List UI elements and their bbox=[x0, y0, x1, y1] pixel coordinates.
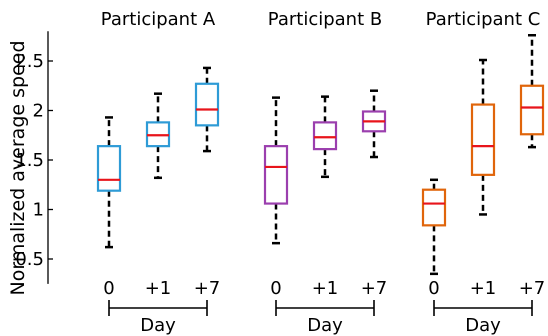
y-tick-label: 2.5 bbox=[15, 51, 44, 72]
x-tick-label: +7 bbox=[361, 278, 388, 299]
y-tick-label: 1 bbox=[33, 200, 44, 221]
panel-title: Participant A bbox=[101, 9, 216, 30]
x-axis-label: Day bbox=[140, 315, 176, 336]
panel: Participant B 0 +1 +7 Day bbox=[263, 9, 388, 336]
box bbox=[194, 82, 220, 127]
x-tick-label: +1 bbox=[145, 278, 172, 299]
panel-title: Participant B bbox=[268, 9, 382, 30]
x-tick-label: +1 bbox=[470, 278, 497, 299]
box-group bbox=[96, 116, 122, 249]
box-group bbox=[470, 58, 496, 216]
box bbox=[421, 188, 447, 227]
box bbox=[312, 121, 338, 151]
panel-title: Participant C bbox=[426, 9, 541, 30]
box-group bbox=[312, 95, 338, 179]
x-axis-label: Day bbox=[465, 315, 501, 336]
x-tick-label: 0 bbox=[270, 278, 281, 299]
x-tick-label: 0 bbox=[103, 278, 114, 299]
box-group bbox=[361, 89, 387, 159]
box-group bbox=[519, 34, 545, 149]
panel: Participant A 0 +1 +7 Day bbox=[96, 9, 221, 336]
box-group bbox=[194, 66, 220, 153]
y-axis: 0.5 1 1.5 2 2.5 bbox=[15, 31, 53, 284]
y-tick-label: 1.5 bbox=[15, 150, 44, 171]
box bbox=[470, 103, 496, 176]
box-group bbox=[263, 96, 289, 245]
y-tick-label: 0.5 bbox=[15, 249, 44, 270]
x-axis-label: Day bbox=[307, 315, 343, 336]
box bbox=[519, 84, 545, 136]
x-tick-label: +1 bbox=[312, 278, 339, 299]
box bbox=[96, 145, 122, 192]
y-axis-label: Normalized average speed bbox=[7, 40, 29, 295]
box bbox=[263, 145, 289, 205]
box-group bbox=[421, 178, 447, 276]
x-tick-label: +7 bbox=[519, 278, 546, 299]
x-tick-label: +7 bbox=[194, 278, 221, 299]
y-tick-label: 2 bbox=[33, 101, 44, 122]
panels: Participant A 0 +1 +7 Day Participant B 0 +1 +7 D… bbox=[96, 9, 546, 336]
x-tick-label: 0 bbox=[428, 278, 439, 299]
box-group bbox=[145, 92, 171, 180]
panel: Participant C 0 +1 +7 Day bbox=[421, 9, 546, 336]
